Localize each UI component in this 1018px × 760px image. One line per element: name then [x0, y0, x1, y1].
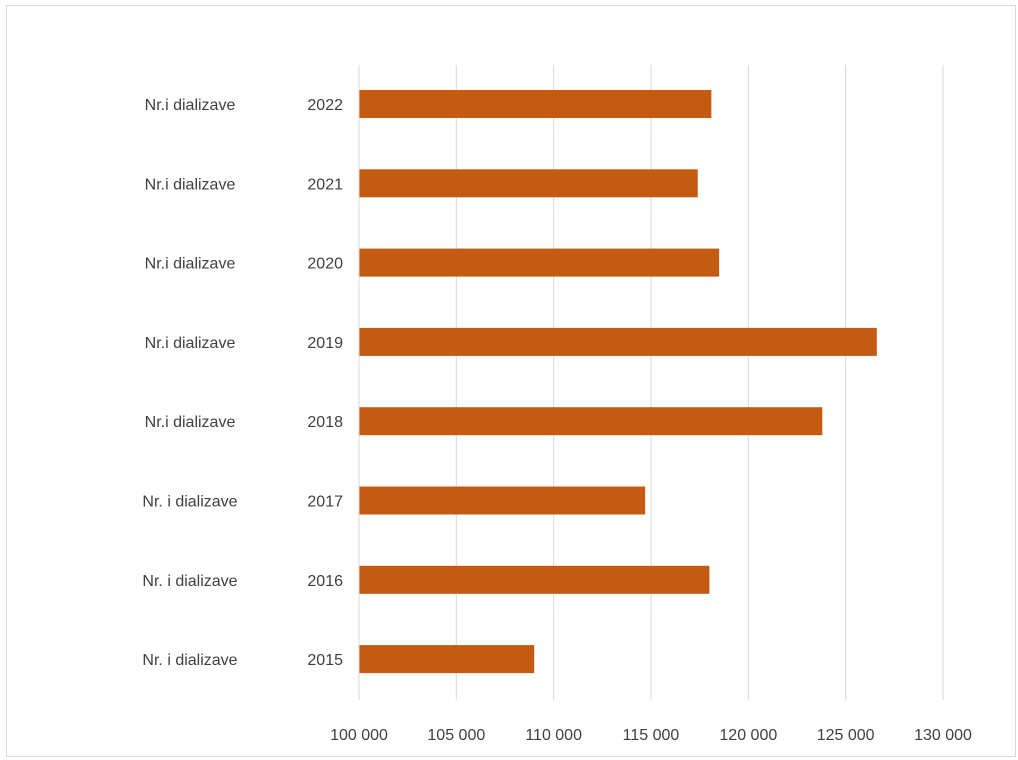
bar: [359, 248, 720, 277]
category-year-label: 2017: [307, 494, 343, 511]
category-year-label: 2016: [307, 573, 343, 590]
bar: [359, 169, 698, 198]
bar: [359, 407, 823, 436]
category-year-label: 2015: [307, 652, 343, 669]
category-group-label: Nr.i dializave: [145, 97, 236, 114]
category-group-label: Nr.i dializave: [145, 176, 236, 193]
category-group-label: Nr.i dializave: [145, 335, 236, 352]
bar: [359, 327, 877, 356]
category-year-label: 2019: [307, 335, 343, 352]
x-tick-label: 120 000: [719, 727, 777, 744]
category-group-label: Nr. i dializave: [142, 573, 237, 590]
chart-frame: [6, 5, 1016, 757]
bar: [359, 645, 535, 674]
category-year-label: 2022: [307, 97, 343, 114]
category-group-label: Nr. i dializave: [142, 494, 237, 511]
category-group-label: Nr. i dializave: [142, 652, 237, 669]
x-tick-label: 130 000: [914, 727, 972, 744]
category-group-label: Nr.i dializave: [145, 414, 236, 431]
x-tick-label: 115 000: [623, 727, 680, 744]
bar: [359, 486, 646, 515]
x-tick-label: 100 000: [330, 727, 388, 744]
bar: [359, 565, 710, 594]
category-year-label: 2021: [307, 176, 343, 193]
category-year-label: 2018: [307, 414, 343, 431]
x-tick-label: 105 000: [427, 727, 485, 744]
x-tick-label: 110 000: [525, 727, 582, 744]
category-year-label: 2020: [307, 256, 343, 273]
category-group-label: Nr.i dializave: [145, 256, 236, 273]
bar: [359, 90, 712, 118]
x-tick-label: 125 000: [817, 727, 875, 744]
